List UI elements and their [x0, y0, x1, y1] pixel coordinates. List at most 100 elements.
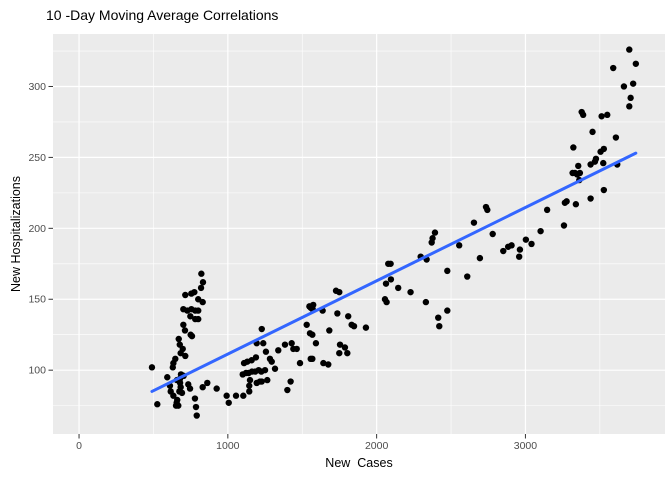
data-point: [213, 385, 220, 392]
data-point: [232, 392, 240, 399]
data-point: [362, 324, 370, 331]
y-tick-label: 250: [28, 152, 46, 164]
regression-line: [150, 151, 638, 393]
data-point: [275, 347, 282, 354]
data-point: [382, 280, 390, 287]
data-point: [387, 276, 395, 283]
data-point: [246, 382, 253, 389]
data-point: [598, 113, 605, 120]
x-axis-title: New Cases: [325, 456, 393, 470]
data-point: [345, 313, 352, 320]
data-point: [181, 327, 189, 334]
data-point: [284, 386, 291, 394]
data-point: [180, 321, 187, 328]
data-point: [422, 298, 430, 306]
data-point: [464, 273, 471, 280]
data-point: [612, 134, 620, 141]
data-point: [262, 348, 270, 355]
data-point: [387, 260, 394, 267]
data-point: [320, 359, 327, 367]
data-point: [187, 313, 194, 320]
data-point: [528, 240, 535, 248]
data-point: [444, 307, 451, 314]
data-point: [575, 162, 582, 170]
x-tick-label: 2000: [365, 440, 389, 452]
data-point: [572, 201, 580, 208]
data-point: [344, 349, 351, 357]
data-point: [199, 383, 206, 391]
x-tick-label: 0: [76, 440, 82, 452]
plot-panel: [53, 34, 665, 434]
data-point: [223, 392, 230, 399]
data-point: [543, 206, 551, 214]
data-point: [395, 284, 402, 292]
data-point: [560, 222, 568, 229]
data-point: [148, 364, 156, 371]
data-point: [435, 314, 442, 321]
data-point: [199, 298, 206, 306]
data-point: [258, 325, 265, 333]
data-point: [620, 83, 628, 90]
data-point: [325, 361, 332, 368]
y-tick-label: 300: [28, 81, 46, 93]
data-point: [191, 395, 199, 402]
data-point: [261, 366, 269, 374]
data-point: [287, 378, 294, 385]
data-point: [193, 412, 200, 419]
data-point: [268, 358, 275, 365]
data-point: [198, 270, 205, 277]
data-point: [169, 364, 176, 371]
data-point: [576, 169, 584, 177]
data-point: [281, 341, 289, 348]
data-point: [407, 288, 414, 296]
data-point: [610, 64, 617, 72]
data-point: [182, 352, 189, 360]
data-point: [326, 327, 333, 334]
data-point: [191, 288, 198, 296]
data-point: [164, 374, 171, 381]
data-point: [436, 322, 443, 330]
data-point: [246, 388, 253, 395]
data-point: [629, 80, 637, 87]
y-tick-label: 200: [28, 223, 46, 235]
data-point: [508, 242, 515, 249]
data-point: [516, 246, 524, 253]
data-point: [570, 144, 577, 151]
data-point: [195, 315, 202, 323]
data-point: [309, 355, 316, 363]
data-point: [444, 267, 451, 275]
data-point: [175, 335, 182, 343]
data-point: [587, 195, 594, 202]
data-point: [484, 206, 491, 214]
data-point: [604, 111, 611, 119]
data-point: [341, 344, 349, 351]
data-point: [182, 291, 189, 299]
data-point: [470, 219, 478, 226]
data-point: [350, 322, 358, 330]
data-point: [626, 46, 633, 53]
data-point: [537, 227, 544, 235]
x-tick-label: 3000: [514, 440, 538, 452]
data-point: [476, 254, 484, 262]
data-point: [174, 396, 181, 404]
data-point: [258, 378, 265, 385]
data-point: [240, 392, 247, 399]
data-point: [154, 401, 161, 408]
data-point: [579, 111, 587, 119]
data-point: [383, 298, 390, 306]
data-point: [260, 340, 267, 347]
data-point: [632, 60, 640, 67]
data-point: [334, 310, 341, 317]
data-point: [522, 236, 530, 243]
data-point: [309, 331, 316, 338]
y-axis-title: New Hospitalizations: [9, 175, 23, 293]
data-point: [597, 148, 604, 155]
data-point: [500, 247, 507, 255]
data-point: [296, 359, 304, 367]
data-point: [172, 402, 180, 409]
data-point: [246, 376, 254, 384]
data-point: [178, 389, 186, 397]
data-point: [336, 341, 344, 348]
data-point: [563, 198, 570, 205]
